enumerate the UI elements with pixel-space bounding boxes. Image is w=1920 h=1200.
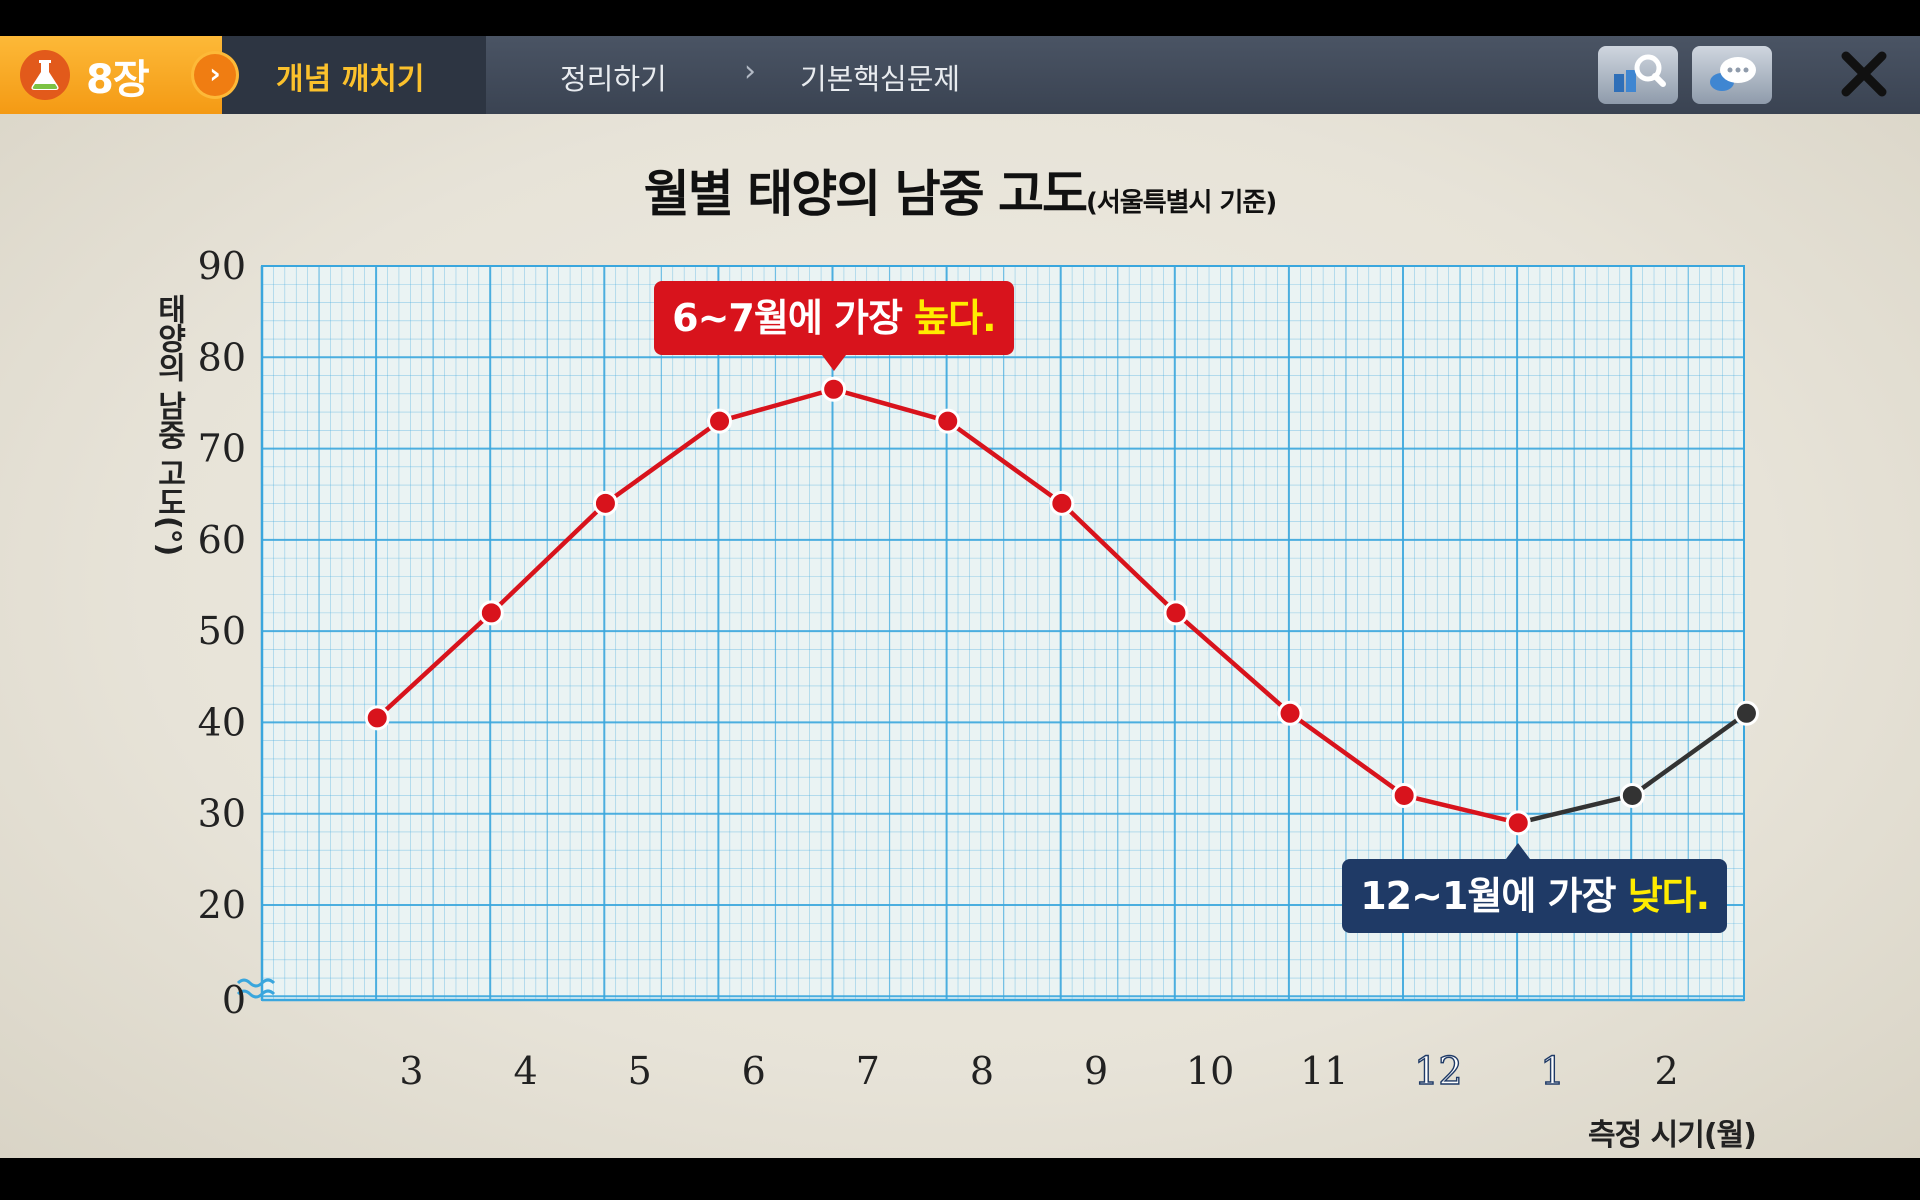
x-tick-label: 7 (856, 1049, 880, 1093)
data-point (1391, 782, 1417, 808)
x-axis-label: 측정 시기(월) (1588, 1118, 1757, 1153)
callout-highest-emphasis: 높다. (914, 296, 996, 341)
callout-lowest-text: 12~1월에 가장 (1360, 873, 1628, 918)
tab-concept[interactable]: 개념 깨치기 (222, 36, 486, 114)
chart-title-main: 월별 태양의 남중 고도 (643, 165, 1088, 223)
y-tick-label: 40 (198, 700, 246, 744)
callout-lowest-emphasis: 낮다. (1627, 873, 1710, 918)
y-tick-label: 60 (198, 518, 246, 562)
flask-icon (20, 50, 70, 100)
y-tick-label: 80 (198, 335, 246, 379)
chart-subtitle: (서울특별시 기준) (1085, 188, 1277, 218)
data-point (364, 705, 390, 731)
x-tick-label: 8 (970, 1049, 994, 1093)
data-point (707, 408, 733, 434)
x-tick-label: 10 (1186, 1049, 1234, 1093)
tab-summary[interactable]: 정리하기 (560, 62, 667, 96)
callout-lowest-pointer (1506, 842, 1531, 859)
chapter-label: 8장 (86, 57, 150, 103)
x-tick-label: 2 (1654, 1049, 1678, 1093)
x-tick-label: 12 (1414, 1049, 1462, 1093)
lesson-frame: 8장 개념 깨치기 › 정리하기 › 기본핵심문제 (0, 36, 1920, 1158)
data-point (1505, 810, 1531, 836)
callout-highest: 6~7월에 가장 높다. (654, 281, 1014, 356)
search-book-icon (1614, 54, 1666, 92)
x-tick-label: 4 (513, 1049, 537, 1093)
x-tick-label: 9 (1084, 1049, 1108, 1093)
x-tick-label: 1 (1540, 1049, 1564, 1093)
chevron-right-icon[interactable]: › (194, 54, 236, 96)
data-point (478, 600, 504, 626)
data-point (935, 408, 961, 434)
data-point (1619, 782, 1645, 808)
y-tick-label: 90 (198, 244, 246, 288)
y-tick-label: 70 (198, 427, 246, 471)
chart-title: 월별 태양의 남중 고도(서울특별시 기준) (0, 154, 1920, 226)
y-tick-label: 50 (198, 609, 246, 653)
top-navigation-bar: 8장 개념 깨치기 › 정리하기 › 기본핵심문제 (0, 36, 1920, 114)
y-axis-label: 태양의 남중 고도(°) (151, 294, 186, 556)
data-point (592, 490, 618, 516)
chat-bubble-icon (1710, 57, 1756, 91)
y-tick-label: 0 (222, 978, 246, 1022)
search-button[interactable] (1598, 46, 1678, 104)
close-icon (1841, 51, 1887, 97)
callout-highest-pointer (821, 355, 846, 372)
chapter-badge[interactable]: 8장 (0, 36, 222, 114)
callout-highest-text: 6~7월에 가장 (672, 296, 915, 341)
callout-lowest: 12~1월에 가장 낮다. (1342, 858, 1728, 933)
data-point (1733, 700, 1759, 726)
data-point (1277, 700, 1303, 726)
data-point (1049, 490, 1075, 516)
x-tick-label: 11 (1300, 1049, 1348, 1093)
data-point (1163, 600, 1189, 626)
y-tick-label: 30 (198, 792, 246, 836)
data-point (821, 376, 847, 402)
axis-break-mark (236, 978, 276, 999)
close-button[interactable] (1836, 46, 1892, 102)
x-tick-label: 5 (628, 1049, 652, 1093)
chevron-right-icon: › (744, 54, 756, 89)
x-tick-label: 6 (742, 1049, 766, 1093)
tab-core-problems[interactable]: 기본핵심문제 (800, 62, 961, 96)
chat-button[interactable] (1692, 46, 1772, 104)
tab-concept-label: 개념 깨치기 (276, 62, 425, 97)
y-tick-label: 20 (198, 883, 246, 927)
x-tick-label: 3 (399, 1049, 423, 1093)
